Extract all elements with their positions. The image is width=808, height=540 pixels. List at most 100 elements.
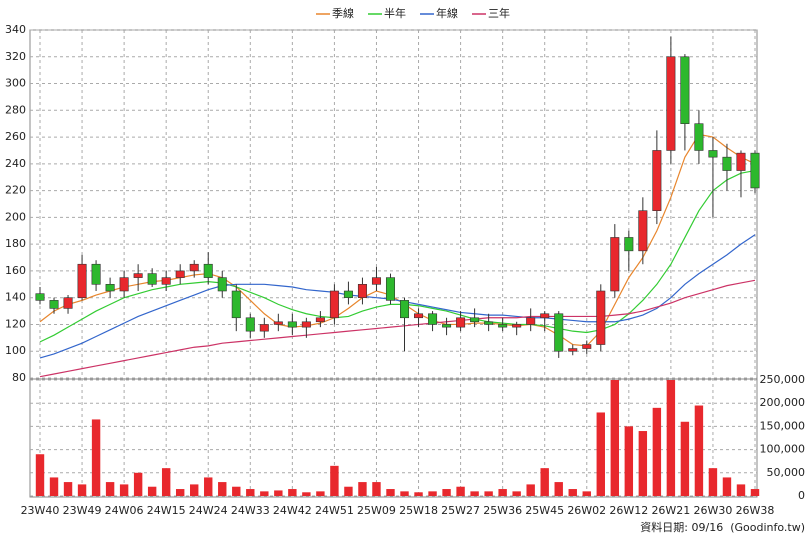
volume-bar: [666, 380, 676, 496]
volume-bar: [596, 412, 605, 496]
candle-body: [652, 150, 662, 211]
legend-label: 三年: [488, 6, 510, 20]
volume-bar: [610, 380, 620, 496]
volume-bar: [358, 482, 367, 496]
volume-bar: [582, 491, 591, 496]
x-tick-label: 26W12: [609, 504, 648, 517]
candle-body: [722, 156, 732, 171]
candle-body: [694, 123, 704, 151]
candle-body: [540, 313, 550, 319]
plot-frame: [29, 29, 758, 498]
candle-body: [554, 313, 564, 352]
volume-bar: [722, 477, 732, 496]
volume-bar: [750, 489, 760, 496]
volume-tick-label: 100,000: [760, 443, 806, 456]
x-tick-label: 24W42: [273, 504, 312, 517]
candle-body: [610, 237, 620, 292]
volume-bar: [288, 489, 297, 496]
y-tick-label: 140: [5, 291, 26, 304]
volume-bar: [386, 489, 395, 496]
x-tick-label: 23W49: [63, 504, 102, 517]
legend-label: 半年: [384, 6, 406, 20]
volume-bar: [63, 482, 73, 496]
x-tick-label: 26W38: [736, 504, 775, 517]
volume-bar: [638, 431, 648, 496]
ma-line: [39, 133, 756, 347]
ma-line: [39, 169, 756, 343]
volume-bar: [190, 484, 199, 496]
volume-bar: [91, 419, 101, 496]
volume-bar: [624, 426, 634, 496]
candle-body: [147, 273, 157, 285]
volume-bar: [498, 489, 507, 496]
ma-line: [39, 279, 756, 378]
volume-tick-label: 150,000: [760, 419, 806, 432]
volume-bar: [344, 486, 353, 496]
candle-body: [259, 324, 269, 332]
volume-bar: [105, 482, 115, 496]
candle-body: [442, 324, 452, 328]
y-tick-label: 260: [5, 130, 26, 143]
volume-bar: [119, 484, 129, 496]
volume-bar: [133, 472, 143, 496]
y-tick-label: 180: [5, 237, 26, 250]
volume-bar: [526, 484, 535, 496]
y-tick-label: 340: [5, 23, 26, 36]
volume-bar: [77, 484, 87, 496]
y-tick-label: 200: [5, 210, 26, 223]
candle-body: [189, 263, 199, 272]
candle-body: [231, 290, 241, 319]
candle-body: [414, 313, 424, 319]
y-tick-label: 160: [5, 264, 26, 277]
volume-bar: [260, 491, 269, 496]
x-tick-label: 24W06: [105, 504, 144, 517]
volume-bar: [35, 454, 45, 496]
x-tick-label: 24W24: [189, 504, 228, 517]
candle-body: [582, 344, 592, 349]
candle-body: [329, 290, 339, 319]
candle-body: [119, 277, 129, 292]
x-tick-label: 25W36: [483, 504, 522, 517]
candle-body: [287, 321, 297, 328]
volume-tick-label: 50,000: [767, 466, 806, 479]
candle-body: [217, 277, 227, 292]
volume-bar: [456, 486, 465, 496]
candle-body: [77, 263, 87, 298]
y-tick-label: 300: [5, 77, 26, 90]
x-tick-label: 25W27: [441, 504, 480, 517]
candle-body: [498, 324, 508, 328]
candle-body: [666, 56, 676, 151]
candle-body: [35, 293, 45, 301]
y-tick-label: 80: [12, 371, 26, 384]
x-tick-label: 24W15: [147, 504, 186, 517]
y-tick-label: 120: [5, 317, 26, 330]
x-tick-label: 26W02: [567, 504, 606, 517]
volume-bar: [175, 489, 185, 496]
candle-body: [273, 321, 283, 325]
volume-tick-label: 200,000: [760, 396, 806, 409]
x-tick-label: 25W18: [399, 504, 438, 517]
x-tick-label: 23W40: [21, 504, 60, 517]
volume-bar: [568, 489, 577, 496]
volume-bar: [372, 482, 381, 496]
volume-bar: [316, 491, 325, 496]
candle-body: [708, 150, 718, 158]
y-tick-label: 240: [5, 157, 26, 170]
candle-body: [315, 317, 325, 323]
volume-bar: [161, 468, 171, 496]
volume-tick-label: 250,000: [760, 373, 806, 386]
y-tick-label: 320: [5, 50, 26, 63]
x-tick-label: 24W51: [315, 504, 354, 517]
x-tick-label: 25W09: [357, 504, 396, 517]
volume-bar: [147, 486, 157, 496]
volume-bar: [400, 491, 409, 496]
candle-body: [63, 297, 73, 309]
volume-bar: [246, 489, 255, 496]
volume-bar: [414, 492, 423, 496]
candle-body: [343, 290, 353, 298]
candle-body: [161, 277, 171, 285]
candle-body: [596, 290, 606, 345]
candle-body: [750, 152, 760, 189]
candle-body: [568, 348, 578, 352]
